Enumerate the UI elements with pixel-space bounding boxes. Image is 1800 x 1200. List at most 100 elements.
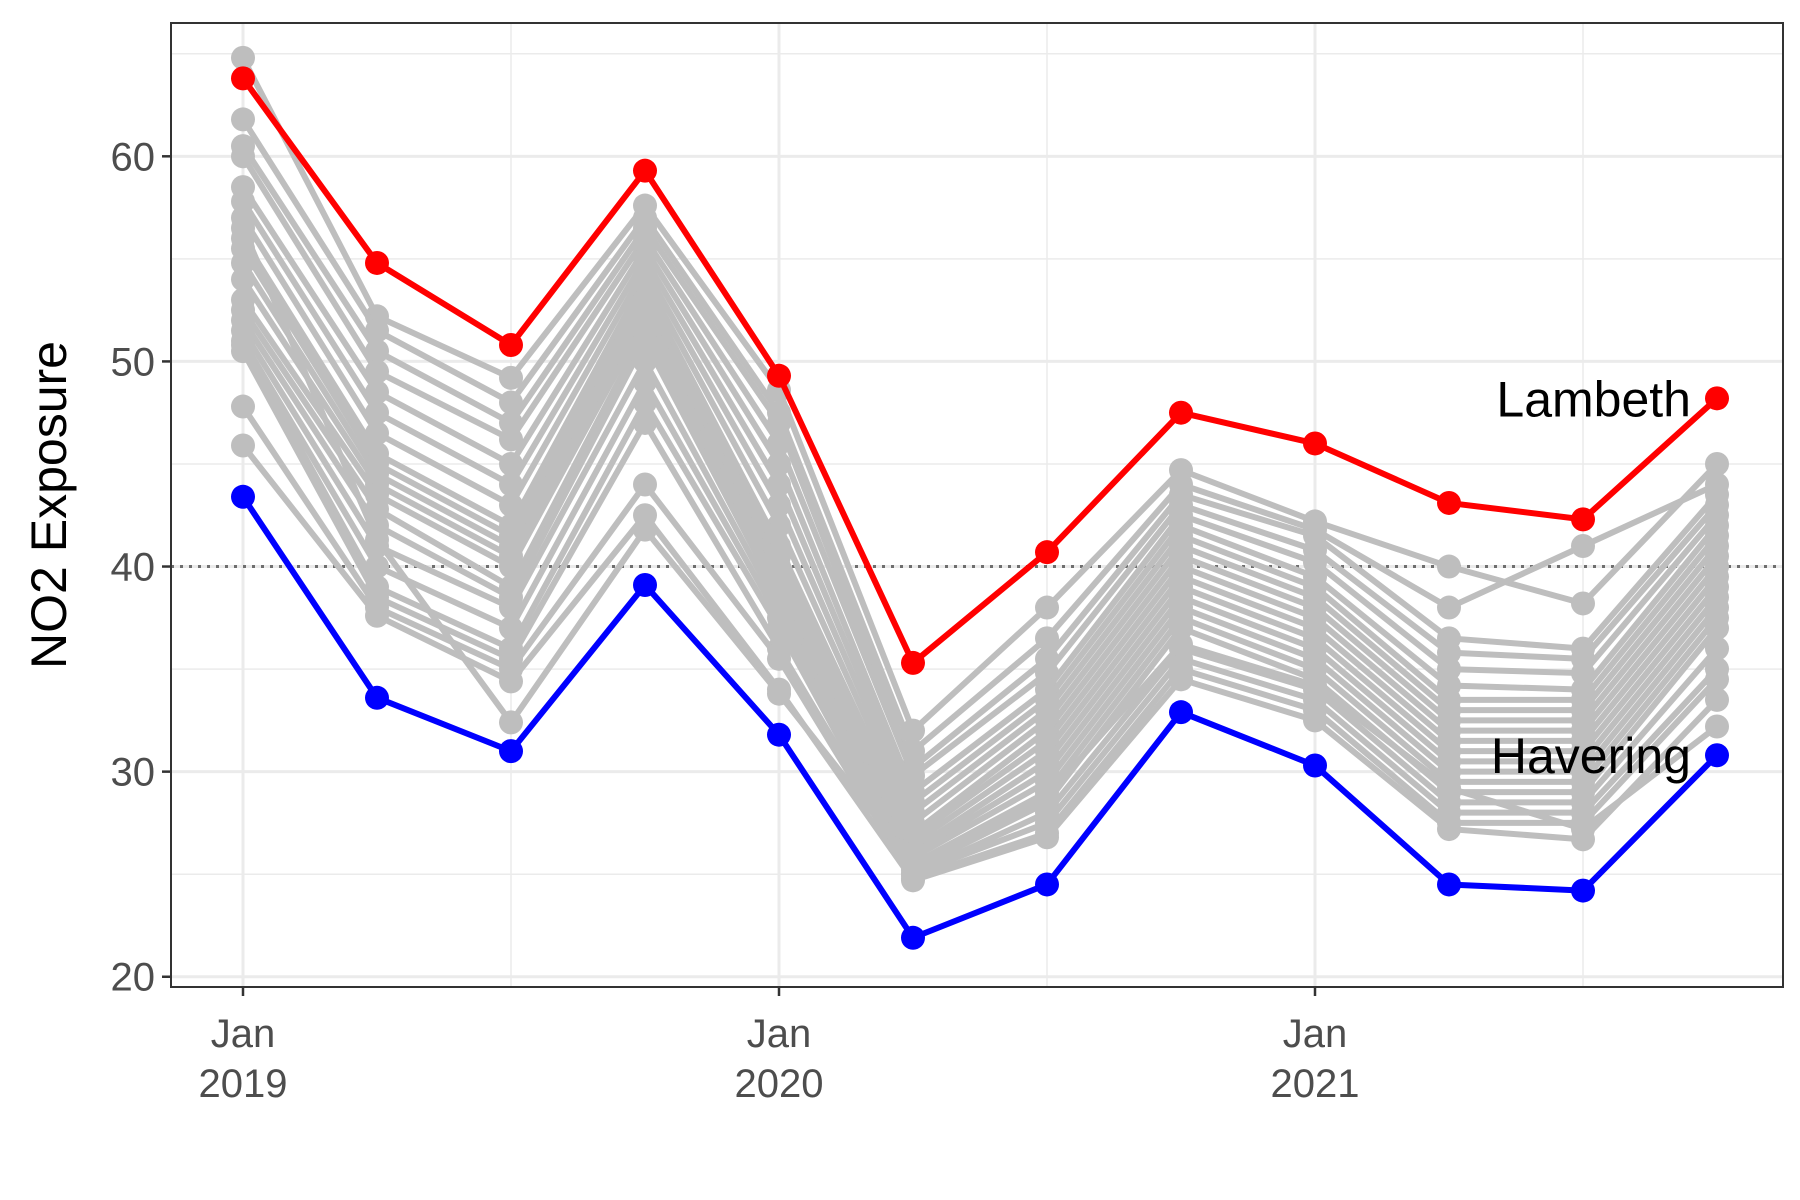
- series-line-other-borough: [240, 56, 1720, 734]
- data-point-other-borough: [633, 410, 657, 435]
- series-line-other-borough: [240, 216, 1720, 816]
- data-point-other-borough: [1169, 616, 1193, 641]
- data-point-other-borough: [231, 216, 255, 241]
- series-line-lambeth: [240, 76, 1720, 666]
- x-tick-label-month: Jan: [1283, 1012, 1348, 1056]
- data-point-other-borough: [1705, 616, 1729, 641]
- y-tick-label: 60: [111, 135, 156, 179]
- data-point-other-borough: [1437, 554, 1461, 579]
- data-point-other-borough: [1571, 817, 1595, 842]
- y-tick-label: 40: [111, 546, 156, 590]
- data-point-other-borough: [499, 390, 523, 415]
- data-point-other-borough: [1705, 636, 1729, 661]
- series-line-other-borough: [240, 117, 1719, 755]
- data-point-other-borough: [1437, 776, 1461, 801]
- data-point-other-borough: [231, 394, 255, 419]
- series-line-other-borough: [240, 199, 1720, 806]
- series-line-other-borough: [240, 247, 1720, 837]
- series-line-other-borough: [240, 343, 1720, 878]
- data-point-havering: [901, 925, 925, 950]
- data-point-other-borough: [1035, 825, 1059, 850]
- series-line-other-borough: [240, 308, 1720, 857]
- y-axis-title: NO2 Exposure: [21, 341, 77, 669]
- data-point-other-borough: [231, 45, 255, 70]
- series-line-other-borough: [240, 318, 1720, 861]
- series-line-other-borough: [240, 154, 1720, 779]
- x-tick-label-month: Jan: [747, 1012, 812, 1056]
- data-point-havering: [767, 722, 791, 747]
- data-point-other-borough: [499, 669, 523, 694]
- data-point-other-borough: [901, 851, 925, 876]
- data-point-other-borough: [1705, 687, 1729, 712]
- data-point-havering: [1303, 753, 1327, 778]
- data-point-havering: [1705, 743, 1729, 768]
- data-point-other-borough: [1169, 632, 1193, 657]
- data-point-other-borough: [767, 646, 791, 671]
- series-havering: [231, 484, 1729, 950]
- series-line-other-borough: [240, 236, 1720, 826]
- x-tick-label-year: 2019: [199, 1062, 288, 1106]
- data-point-other-borough: [231, 144, 255, 169]
- data-point-other-borough: [633, 517, 657, 542]
- data-point-other-borough: [1437, 657, 1461, 682]
- data-point-other-borough: [1035, 784, 1059, 809]
- data-point-other-borough: [1705, 714, 1729, 739]
- y-tick-label: 50: [111, 340, 156, 384]
- data-point-other-borough: [1437, 595, 1461, 620]
- series-line-other-borough: [240, 185, 1720, 796]
- series-line-other-borough: [240, 349, 1720, 878]
- data-point-other-borough: [499, 427, 523, 452]
- series-line-other-borough: [240, 277, 1720, 847]
- series-layer: [231, 45, 1729, 950]
- series-label-havering: Havering: [1491, 728, 1691, 784]
- data-point-havering: [231, 484, 255, 509]
- data-point-other-borough: [1705, 667, 1729, 692]
- data-point-other-borough: [901, 868, 925, 893]
- series-other-borough: [231, 45, 1729, 743]
- data-point-havering: [499, 739, 523, 764]
- data-point-other-borough: [633, 369, 657, 394]
- data-point-lambeth: [499, 333, 523, 358]
- series-labels: Lambeth Havering: [1491, 371, 1691, 784]
- series-line-havering: [240, 495, 1720, 941]
- data-point-lambeth: [1437, 490, 1461, 515]
- data-point-lambeth: [1035, 540, 1059, 565]
- data-point-lambeth: [1303, 431, 1327, 456]
- series-label-lambeth: Lambeth: [1496, 371, 1691, 427]
- data-point-havering: [365, 685, 389, 710]
- data-point-havering: [1169, 700, 1193, 725]
- data-point-other-borough: [231, 189, 255, 214]
- y-tick-label: 30: [111, 751, 156, 795]
- y-tick-labels: 20 30 40 50 60: [111, 135, 156, 999]
- series-line-other-borough: [240, 261, 1720, 841]
- axis-ticks: [162, 155, 1317, 996]
- data-point-havering: [1571, 878, 1595, 903]
- series-other-borough: [231, 216, 1729, 876]
- series-line-other-borough: [240, 144, 1720, 771]
- data-point-lambeth: [1571, 507, 1595, 532]
- data-point-other-borough: [1169, 667, 1193, 692]
- x-tick-label-year: 2020: [735, 1062, 824, 1106]
- data-point-lambeth: [231, 66, 255, 91]
- series-line-other-borough: [240, 443, 1720, 884]
- series-lambeth: [231, 66, 1729, 675]
- data-point-other-borough: [1303, 673, 1327, 698]
- x-tick-label-year: 2021: [1271, 1062, 1360, 1106]
- data-point-other-borough: [633, 472, 657, 497]
- data-point-other-borough: [633, 390, 657, 415]
- data-point-other-borough: [767, 681, 791, 706]
- data-point-havering: [633, 572, 657, 597]
- data-point-other-borough: [1571, 591, 1595, 616]
- data-point-other-borough: [499, 710, 523, 735]
- data-point-other-borough: [231, 267, 255, 292]
- data-point-lambeth: [1169, 400, 1193, 425]
- data-point-other-borough: [1035, 626, 1059, 651]
- data-point-other-borough: [1705, 451, 1729, 476]
- data-point-other-borough: [633, 328, 657, 353]
- x-tick-label-month: Jan: [211, 1012, 276, 1056]
- plot-border: [170, 22, 1784, 988]
- data-point-other-borough: [231, 107, 255, 132]
- data-point-other-borough: [231, 250, 255, 275]
- x-tick-labels: Jan 2019 Jan 2020 Jan 2021: [199, 1012, 1360, 1106]
